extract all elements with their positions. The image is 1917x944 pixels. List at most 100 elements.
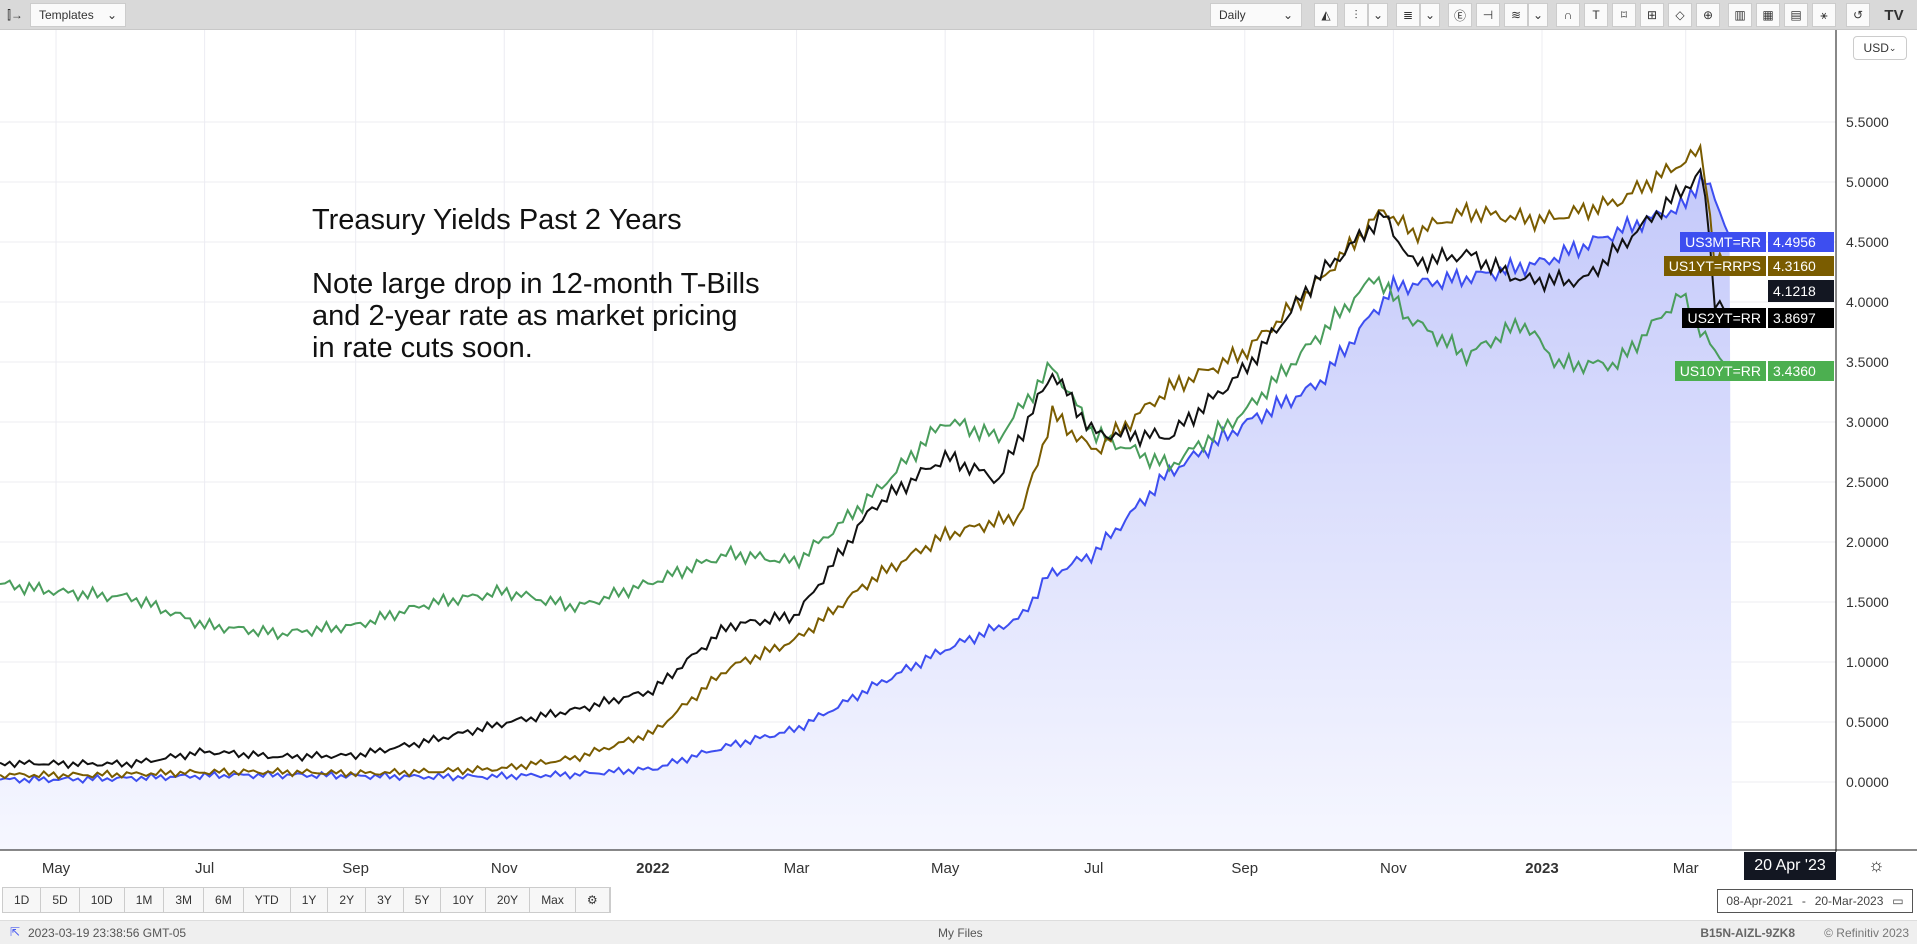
series-value-badge: 3.8697 — [1768, 308, 1834, 328]
compare-icon[interactable]: ≣ — [1396, 3, 1420, 27]
range-button-20y[interactable]: 20Y — [485, 888, 531, 912]
gear-icon[interactable]: ☼ — [1868, 855, 1885, 875]
y-tick-label: 1.5000 — [1846, 594, 1889, 610]
range-settings-icon[interactable]: ⚙ — [575, 888, 610, 912]
annotation-title: Treasury Yields Past 2 Years — [312, 204, 682, 236]
x-tick-label: 2022 — [636, 860, 670, 877]
chevron-down-icon[interactable]: ⌄ — [1368, 3, 1388, 27]
x-tick-label: Sep — [1231, 860, 1259, 877]
my-files-link[interactable]: My Files — [938, 926, 983, 940]
date-range-picker[interactable]: 08-Apr-2021 - 20-Mar-2023 ▭ — [1717, 889, 1913, 913]
range-button-1y[interactable]: 1Y — [290, 888, 329, 912]
range-button-1m[interactable]: 1M — [124, 888, 165, 912]
shape-tool-icon[interactable]: ◇ — [1668, 3, 1692, 27]
toolbar: ⫿→ Templates ⌄ Daily ⌄ ◭ ⫶ ⌄ ≣ ⌄ Ⓔ ⊣ ≋ ⌄ ∩… — [0, 0, 1917, 30]
series-line-US1YT=RRPS[interactable] — [0, 142, 1730, 780]
x-tick-label: 2023 — [1525, 860, 1559, 877]
chevron-down-icon: ⌄ — [1282, 8, 1293, 22]
x-tick-label: Mar — [783, 860, 810, 877]
sidebar-toggle-icon[interactable]: ⫿→ — [7, 7, 23, 22]
x-tick-label: Jul — [1084, 860, 1104, 877]
rectangle-tool-icon[interactable]: ⌑ — [1612, 3, 1636, 27]
chevron-down-icon[interactable]: ⌄ — [1420, 3, 1440, 27]
templates-label: Templates — [39, 8, 94, 22]
y-tick-label: 2.0000 — [1846, 534, 1889, 550]
axis-value-badge: 4.1218 — [1768, 280, 1834, 302]
status-bar: ⇱ 2023-03-19 23:38:56 GMT-05 My Files B1… — [0, 920, 1917, 944]
x-tick-label: Jul — [195, 860, 215, 877]
range-button-1d[interactable]: 1D — [3, 888, 42, 912]
series-value-badge: 4.3160 — [1768, 256, 1834, 276]
y-tick-label: 1.0000 — [1846, 654, 1889, 670]
export-chart-icon[interactable]: ▥ — [1728, 3, 1752, 27]
indicator-icon[interactable]: ⫶ — [1344, 3, 1368, 27]
range-button-5d[interactable]: 5D — [41, 888, 80, 912]
y-tick-label: 5.5000 — [1846, 114, 1889, 130]
range-button-ytd[interactable]: YTD — [243, 888, 291, 912]
annotation-line-3: in rate cuts soon. — [312, 332, 533, 364]
y-tick-label: 3.5000 — [1846, 354, 1889, 370]
series-line-US3MT=RR[interactable] — [0, 173, 1731, 785]
range-button-3y[interactable]: 3Y — [366, 888, 404, 912]
y-tick-label: 0.5000 — [1846, 714, 1889, 730]
crosshair-icon[interactable]: ⊣ — [1476, 3, 1500, 27]
timestamp: 2023-03-19 23:38:56 GMT-05 — [28, 926, 187, 940]
refinitiv-arrow-icon: ⇱ — [10, 925, 21, 939]
crosshair-date-badge: 20 Apr '23 — [1744, 852, 1836, 880]
measure-tool-icon[interactable]: ⊞ — [1640, 3, 1664, 27]
chart-type-icon[interactable]: ◭ — [1314, 3, 1338, 27]
chevron-down-icon: ⌄ — [1888, 42, 1897, 53]
events-icon[interactable]: Ⓔ — [1448, 3, 1472, 27]
range-button-6m[interactable]: 6M — [204, 888, 244, 912]
y-tick-label: 3.0000 — [1846, 414, 1889, 430]
tradingview-logo: TV — [1884, 6, 1904, 24]
range-button-max[interactable]: Max — [530, 888, 576, 912]
y-tick-label: 2.5000 — [1846, 474, 1889, 490]
series-value-badge: 3.4360 — [1768, 361, 1834, 381]
series-area-US3MT=RR — [0, 176, 1732, 851]
range-buttons: 1D 5D 10D 1M 3M 6M YTD 1Y 2Y 3Y 5Y 10Y 20Y Max ⚙ — [2, 887, 611, 913]
series-name-badge: US1YT=RRPS — [1663, 256, 1766, 276]
range-button-5y[interactable]: 5Y — [403, 888, 442, 912]
x-tick-label: Nov — [1380, 860, 1407, 877]
range-button-10y[interactable]: 10Y — [441, 888, 486, 912]
currency-dropdown[interactable]: USD ⌄ — [1853, 36, 1907, 60]
session-code: B15N-AIZL-9ZK8 — [1700, 926, 1795, 940]
y-tick-label: 0.0000 — [1846, 774, 1889, 790]
x-tick-label: Nov — [490, 860, 518, 877]
series-line-US10YT=RR[interactable] — [0, 275, 1731, 641]
annotation-line-1: Note large drop in 12-month T-Bills — [312, 268, 760, 300]
date-to: 20-Mar-2023 — [1814, 894, 1884, 908]
calendar-icon: ▭ — [1892, 894, 1904, 908]
date-separator: - — [1801, 894, 1806, 908]
range-button-2y[interactable]: 2Y — [328, 888, 367, 912]
range-button-10d[interactable]: 10D — [79, 888, 125, 912]
table-icon[interactable]: ▦ — [1756, 3, 1780, 27]
yield-chart[interactable] — [0, 30, 1917, 852]
y-tick-label: 4.0000 — [1846, 294, 1889, 310]
y-tick-label: 4.5000 — [1846, 234, 1889, 250]
interval-dropdown[interactable]: Daily ⌄ — [1210, 3, 1302, 27]
annotation-line-2: and 2-year rate as market pricing — [312, 300, 738, 332]
y-tick-label: 5.0000 — [1846, 174, 1889, 190]
series-name-badge: US10YT=RR — [1674, 361, 1766, 381]
currency-label: USD — [1863, 41, 1889, 55]
text-tool-icon[interactable]: T — [1584, 3, 1608, 27]
series-name-badge: US2YT=RR — [1682, 308, 1766, 328]
range-button-3m[interactable]: 3M — [164, 888, 205, 912]
zoom-icon[interactable]: ⊕ — [1696, 3, 1720, 27]
x-tick-label: May — [41, 860, 71, 877]
x-tick-label: Mar — [1672, 860, 1699, 877]
magnet-icon[interactable]: ∩ — [1556, 3, 1580, 27]
templates-dropdown[interactable]: Templates ⌄ — [30, 3, 126, 27]
x-tick-label: Sep — [342, 860, 369, 877]
studies-icon[interactable]: ≋ — [1504, 3, 1528, 27]
interval-label: Daily — [1219, 8, 1246, 22]
series-line-US2YT=RR[interactable] — [0, 167, 1731, 770]
x-tick-label: May — [930, 860, 960, 877]
copyright: © Refinitiv 2023 — [1824, 926, 1909, 940]
chevron-down-icon[interactable]: ⌄ — [1528, 3, 1548, 27]
news-icon[interactable]: ▤ — [1784, 3, 1808, 27]
settings-chart-icon[interactable]: ⚹ — [1812, 3, 1836, 27]
reset-icon[interactable]: ↺ — [1846, 3, 1870, 27]
